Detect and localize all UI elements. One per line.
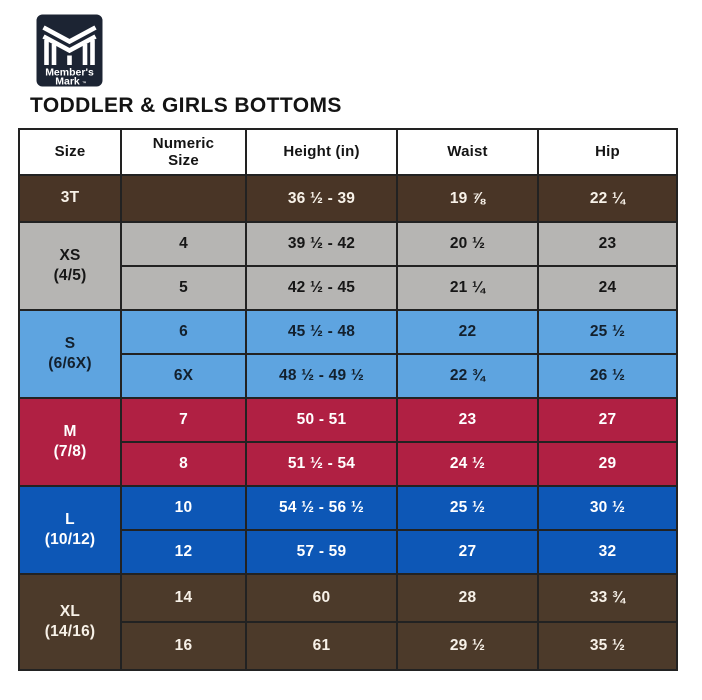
table-row: 5 42 ½ - 45 21 ¼ 24	[19, 265, 678, 311]
size-cell: S (6/6X)	[18, 309, 122, 399]
hip-cell: 32	[537, 529, 678, 575]
waist-cell: 22 ¾	[396, 353, 539, 399]
numeric-cell: 16	[120, 621, 247, 671]
waist-cell: 29 ½	[396, 621, 539, 671]
hip-cell: 24	[537, 265, 678, 311]
table-row: 8 51 ½ - 54 24 ½ 29	[19, 441, 678, 487]
waist-cell: 22	[396, 309, 539, 355]
waist-cell: 24 ½	[396, 441, 539, 487]
hip-cell: 23	[537, 221, 678, 267]
height-cell: 57 - 59	[245, 529, 398, 575]
column-header-numeric-size: Numeric Size	[120, 128, 247, 176]
logo-name-line1: Member's	[45, 67, 94, 79]
column-header-size: Size	[18, 128, 122, 176]
table-row: XS (4/5) 4 39 ½ - 42 20 ½ 23	[18, 221, 678, 311]
waist-cell: 21 ¼	[396, 265, 539, 311]
hip-cell: 30 ½	[537, 485, 678, 531]
numeric-cell: 6	[120, 309, 247, 355]
table-row: M (7/8) 7 50 - 51 23 27	[18, 397, 678, 487]
hip-cell: 22 ¼	[537, 174, 678, 223]
waist-cell: 19 ⅞	[396, 174, 539, 223]
header-row: Size Numeric Size Height (in) Waist Hip	[18, 128, 678, 176]
table-row: 12 57 - 59 27 32	[19, 529, 678, 575]
height-cell: 61	[245, 621, 398, 671]
size-cell: M (7/8)	[18, 397, 122, 487]
table-row: 6X 48 ½ - 49 ½ 22 ¾ 26 ½	[19, 353, 678, 399]
height-cell: 60	[245, 573, 398, 623]
table-row: 3T 36 ½ - 39 19 ⅞ 22 ¼	[18, 174, 678, 223]
numeric-cell: 6X	[120, 353, 247, 399]
members-mark-logo: Member's Mark ™	[36, 14, 103, 87]
waist-cell: 28	[396, 573, 539, 623]
height-cell: 48 ½ - 49 ½	[245, 353, 398, 399]
height-cell: 54 ½ - 56 ½	[245, 485, 398, 531]
hip-cell: 35 ½	[537, 621, 678, 671]
waist-cell: 20 ½	[396, 221, 539, 267]
table-row: L (10/12) 10 54 ½ - 56 ½ 25 ½ 30 ½	[18, 485, 678, 575]
height-cell: 50 - 51	[245, 397, 398, 443]
hip-cell: 33 ¾	[537, 573, 678, 623]
numeric-cell: 12	[120, 529, 247, 575]
height-cell: 36 ½ - 39	[245, 174, 398, 223]
hip-cell: 26 ½	[537, 353, 678, 399]
table-row: XL (14/16) 14 60 28 33 ¾	[18, 573, 678, 671]
members-mark-m-icon: Member's Mark ™	[36, 14, 103, 87]
table-row: S (6/6X) 6 45 ½ - 48 22 25 ½	[18, 309, 678, 399]
column-header-waist: Waist	[396, 128, 539, 176]
size-cell: 3T	[18, 174, 122, 223]
hip-cell: 25 ½	[537, 309, 678, 355]
hip-cell: 27	[537, 397, 678, 443]
size-cell: XS (4/5)	[18, 221, 122, 311]
numeric-cell: 7	[120, 397, 247, 443]
waist-cell: 23	[396, 397, 539, 443]
height-cell: 51 ½ - 54	[245, 441, 398, 487]
waist-cell: 25 ½	[396, 485, 539, 531]
size-cell: XL (14/16)	[18, 573, 122, 671]
column-header-height: Height (in)	[245, 128, 398, 176]
waist-cell: 27	[396, 529, 539, 575]
numeric-cell: 4	[120, 221, 247, 267]
logo-m-glyph	[42, 25, 97, 65]
table-row: 16 61 29 ½ 35 ½	[19, 621, 678, 671]
size-chart-table: Size Numeric Size Height (in) Waist Hip …	[18, 128, 678, 671]
height-cell: 39 ½ - 42	[245, 221, 398, 267]
numeric-cell: 10	[120, 485, 247, 531]
numeric-cell: 8	[120, 441, 247, 487]
logo-name-line2: Mark	[55, 76, 80, 88]
numeric-cell: 14	[120, 573, 247, 623]
numeric-cell	[120, 174, 247, 223]
numeric-cell: 5	[120, 265, 247, 311]
height-cell: 42 ½ - 45	[245, 265, 398, 311]
logo-trademark: ™	[82, 81, 87, 86]
page-title: TODDLER & GIRLS BOTTOMS	[30, 94, 342, 117]
height-cell: 45 ½ - 48	[245, 309, 398, 355]
column-header-hip: Hip	[537, 128, 678, 176]
size-cell: L (10/12)	[18, 485, 122, 575]
hip-cell: 29	[537, 441, 678, 487]
